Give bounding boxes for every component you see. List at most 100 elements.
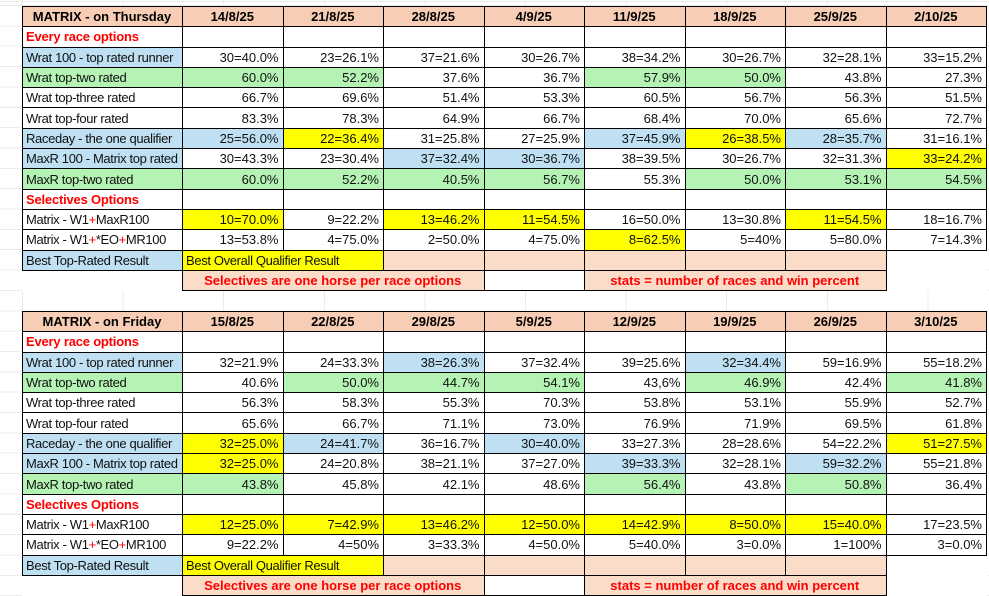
empty-cell[interactable] (282, 26, 384, 48)
empty-cell[interactable] (785, 493, 887, 515)
empty-cell[interactable] (282, 493, 384, 515)
section-label[interactable]: Every race options (22, 331, 183, 353)
value-cell[interactable]: 46.9% (684, 371, 786, 394)
value-cell[interactable]: 30=26.7% (483, 46, 585, 68)
value-cell[interactable]: 13=46.2% (383, 208, 485, 231)
section-label[interactable]: Selectives Options (22, 493, 183, 515)
empty-cell[interactable] (684, 493, 786, 515)
value-cell[interactable]: 37.6% (383, 66, 485, 89)
best-top-rated-label[interactable]: Best Top-Rated Result (22, 249, 183, 271)
section-label[interactable]: Selectives Options (22, 188, 183, 210)
value-cell[interactable]: 25=56.0% (182, 127, 284, 150)
value-cell[interactable]: 28=35.7% (785, 127, 887, 150)
value-cell[interactable]: 83.3% (182, 107, 284, 129)
date-header[interactable]: 3/10/25 (885, 310, 987, 333)
empty-cell[interactable] (282, 331, 384, 353)
value-cell[interactable]: 60.5% (584, 87, 686, 109)
empty-cell[interactable] (383, 26, 485, 48)
value-cell[interactable]: 3=0.0% (684, 534, 786, 556)
value-cell[interactable]: 9=22.2% (182, 534, 284, 556)
value-cell[interactable]: 24=20.8% (282, 453, 384, 475)
row-label[interactable]: Matrix - W1+*EO+MR100 (22, 229, 183, 251)
pink-cell[interactable] (584, 249, 686, 271)
empty-cell[interactable] (282, 188, 384, 210)
empty-cell[interactable] (182, 26, 284, 48)
empty-cell[interactable] (182, 331, 284, 353)
pink-cell[interactable] (483, 249, 585, 271)
pink-cell[interactable] (383, 554, 485, 576)
value-cell[interactable]: 41.8% (885, 371, 987, 394)
empty-cell[interactable] (684, 331, 786, 353)
value-cell[interactable]: 53.1% (684, 392, 786, 414)
pink-cell[interactable] (383, 249, 485, 271)
value-cell[interactable]: 5=80.0% (785, 229, 887, 251)
row-label[interactable]: Wrat top-two rated (22, 66, 183, 89)
empty-cell[interactable] (885, 493, 987, 515)
row-label[interactable]: Raceday - the one qualifier (22, 432, 183, 455)
value-cell[interactable]: 54.5% (885, 168, 987, 190)
value-cell[interactable]: 8=50.0% (684, 513, 786, 536)
value-cell[interactable]: 69.5% (785, 412, 887, 434)
value-cell[interactable]: 32=31.3% (785, 148, 887, 170)
value-cell[interactable]: 33=15.2% (885, 46, 987, 68)
empty-cell[interactable] (383, 188, 485, 210)
row-label[interactable]: Wrat 100 - top rated runner (22, 351, 183, 373)
empty-cell[interactable] (182, 188, 284, 210)
value-cell[interactable]: 52.2% (282, 168, 384, 190)
row-label[interactable]: Wrat top-two rated (22, 371, 183, 394)
best-overall-qualifier-label[interactable]: Best Overall Qualifier Result (182, 249, 384, 271)
value-cell[interactable]: 58.3% (282, 392, 384, 414)
value-cell[interactable]: 68.4% (584, 107, 686, 129)
value-cell[interactable]: 56.3% (182, 392, 284, 414)
value-cell[interactable]: 42.4% (785, 371, 887, 394)
pink-cell[interactable] (584, 554, 686, 576)
value-cell[interactable]: 8=62.5% (584, 229, 686, 251)
empty-cell[interactable] (483, 188, 585, 210)
empty-cell[interactable] (885, 331, 987, 353)
value-cell[interactable]: 40.5% (383, 168, 485, 190)
value-cell[interactable]: 36.7% (483, 66, 585, 89)
value-cell[interactable]: 4=75.0% (282, 229, 384, 251)
pink-cell[interactable] (785, 554, 887, 576)
empty-cell[interactable] (383, 331, 485, 353)
empty-cell[interactable] (584, 26, 686, 48)
value-cell[interactable]: 5=40.0% (584, 534, 686, 556)
value-cell[interactable]: 42.1% (383, 473, 485, 495)
value-cell[interactable]: 16=50.0% (584, 208, 686, 231)
value-cell[interactable]: 13=53.8% (182, 229, 284, 251)
value-cell[interactable]: 69.6% (282, 87, 384, 109)
empty-cell[interactable] (785, 331, 887, 353)
value-cell[interactable]: 38=39.5% (584, 148, 686, 170)
row-label[interactable]: Wrat top-four rated (22, 412, 183, 434)
value-cell[interactable]: 71.9% (684, 412, 786, 434)
value-cell[interactable]: 32=28.1% (684, 453, 786, 475)
note-gap-cell[interactable] (483, 269, 585, 292)
value-cell[interactable]: 26=38.5% (684, 127, 786, 150)
row-label[interactable]: Wrat 100 - top rated runner (22, 46, 183, 68)
value-cell[interactable]: 5=40% (684, 229, 786, 251)
date-header[interactable]: 28/8/25 (383, 5, 485, 28)
value-cell[interactable]: 22=36.4% (282, 127, 384, 150)
pink-cell[interactable] (785, 249, 887, 271)
date-header[interactable]: 15/8/25 (182, 310, 284, 333)
value-cell[interactable]: 7=14.3% (885, 229, 987, 251)
value-cell[interactable]: 48.6% (483, 473, 585, 495)
value-cell[interactable]: 64.9% (383, 107, 485, 129)
empty-cell[interactable] (584, 331, 686, 353)
date-header[interactable]: 11/9/25 (584, 5, 686, 28)
row-label[interactable]: MaxR top-two rated (22, 168, 183, 190)
empty-cell[interactable] (483, 26, 585, 48)
empty-cell[interactable] (483, 493, 585, 515)
note-gap-cell[interactable] (483, 574, 585, 596)
pink-cell[interactable] (684, 249, 786, 271)
value-cell[interactable]: 23=30.4% (282, 148, 384, 170)
value-cell[interactable]: 31=25.8% (383, 127, 485, 150)
empty-cell[interactable] (182, 493, 284, 515)
value-cell[interactable]: 56.7% (483, 168, 585, 190)
value-cell[interactable]: 43.8% (785, 66, 887, 89)
value-cell[interactable]: 50.8% (785, 473, 887, 495)
value-cell[interactable]: 27=25.9% (483, 127, 585, 150)
pink-cell[interactable] (483, 554, 585, 576)
value-cell[interactable]: 13=46.2% (383, 513, 485, 536)
value-cell[interactable]: 18=16.7% (885, 208, 987, 231)
